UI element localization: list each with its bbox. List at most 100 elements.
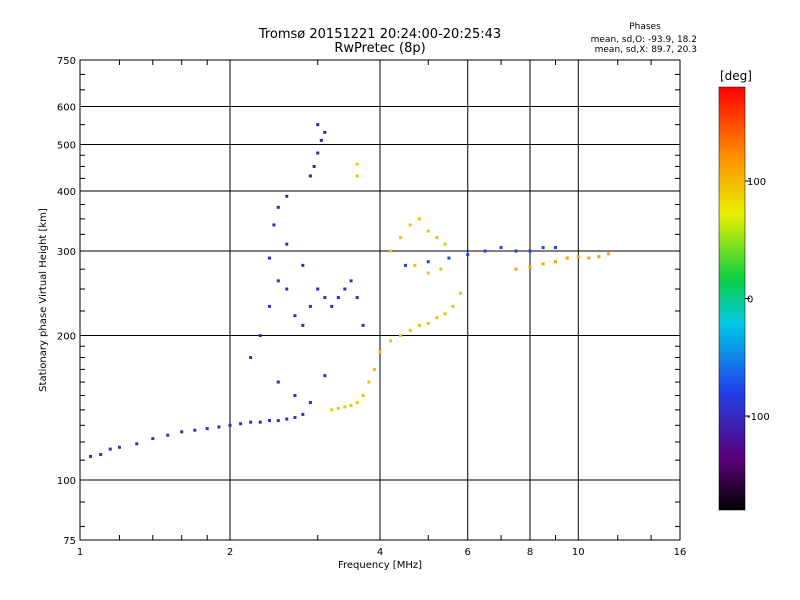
- scatter-point: [426, 260, 430, 264]
- scatter-point: [308, 304, 312, 308]
- scatter-point: [443, 312, 447, 316]
- scatter-point: [301, 263, 305, 267]
- colorbar-tick-label: 0: [747, 295, 753, 306]
- scatter-point: [439, 267, 443, 271]
- scatter-point: [466, 253, 470, 257]
- scatter-point: [308, 401, 312, 405]
- scatter-point: [528, 249, 532, 253]
- scatter-point: [285, 417, 289, 421]
- scatter-point: [330, 408, 334, 412]
- scatter-point: [276, 380, 280, 384]
- scatter-point: [99, 453, 103, 457]
- scatter-point: [435, 236, 439, 240]
- scatter-point: [343, 287, 347, 291]
- x-axis-label: Frequency [MHz]: [338, 560, 422, 571]
- scatter-point: [193, 428, 197, 432]
- x-tick-label: 4: [377, 547, 383, 558]
- scatter-point: [355, 296, 359, 300]
- scatter-point: [267, 304, 271, 308]
- phases-header: Phases: [629, 22, 661, 32]
- scatter-point: [108, 447, 112, 451]
- x-tick-labels: 1 2 4 6 8 10 16: [77, 547, 687, 558]
- scatter-point: [541, 262, 545, 266]
- y-tick-labels: 75 100 200 300 400 500 600 750: [57, 56, 76, 547]
- scatter-point: [312, 164, 316, 168]
- scatter-point: [355, 401, 359, 405]
- scatter-point: [587, 256, 591, 260]
- scatter-point: [323, 374, 327, 378]
- scatter-point: [258, 420, 262, 424]
- scatter-point: [514, 249, 518, 253]
- scatter-point: [293, 314, 297, 318]
- chart-subtitle: RwPretec (8p): [334, 41, 425, 56]
- x-tick-label: 1: [77, 547, 83, 558]
- y-tick-label: 600: [57, 103, 76, 114]
- scatter-point: [267, 256, 271, 260]
- y-tick-label: 500: [57, 141, 76, 152]
- scatter-point: [89, 454, 93, 458]
- y-tick-label: 300: [57, 247, 76, 258]
- scatter-point: [458, 291, 462, 295]
- scatter-point: [258, 334, 262, 338]
- scatter-point: [301, 412, 305, 416]
- colorbar-label: [deg]: [720, 69, 752, 83]
- scatter-point: [228, 423, 232, 427]
- axis-ticks: [80, 60, 680, 540]
- scatter-point: [276, 279, 280, 283]
- colorbar-tick-label: 100: [747, 177, 766, 188]
- scatter-point: [607, 252, 611, 256]
- phases-line-o: mean, sd,O: -93.9, 18.2: [591, 35, 697, 45]
- scatter-point: [285, 287, 289, 291]
- y-tick-label: 100: [57, 476, 76, 487]
- scatter-point: [319, 138, 323, 142]
- scatter-point: [276, 205, 280, 209]
- scatter-point: [166, 433, 170, 437]
- scatter-point: [373, 367, 377, 371]
- scatter-point: [355, 162, 359, 166]
- y-tick-label: 200: [57, 332, 76, 343]
- scatter-point: [367, 380, 371, 384]
- colorbar-ticks: 100 0 -100: [745, 177, 770, 423]
- scatter-point: [239, 422, 243, 426]
- scatter-point: [323, 296, 327, 300]
- scatter-point: [293, 394, 297, 398]
- scatter-point: [323, 130, 327, 134]
- phases-line-x: mean, sd,X: 89.7, 20.3: [595, 45, 697, 55]
- scatter-point: [217, 425, 221, 429]
- scatter-point: [361, 323, 365, 327]
- scatter-point: [553, 246, 557, 250]
- scatter-point: [316, 287, 320, 291]
- scatter-point: [355, 174, 359, 178]
- scatter-point: [378, 350, 382, 354]
- scatter-point: [389, 249, 393, 253]
- y-tick-label: 750: [57, 56, 76, 67]
- scatter-point: [514, 267, 518, 271]
- scatter-point: [426, 229, 430, 233]
- scatter-point: [361, 394, 365, 398]
- scatter-point: [443, 242, 447, 246]
- scatter-point: [426, 271, 430, 275]
- data-points: [89, 123, 611, 458]
- x-tick-label: 8: [527, 547, 533, 558]
- x-tick-label: 6: [465, 547, 471, 558]
- scatter-point: [399, 334, 403, 338]
- scatter-point: [330, 304, 334, 308]
- scatter-point: [180, 430, 184, 434]
- scatter-point: [447, 256, 451, 260]
- plot-frame: [79, 59, 681, 541]
- grid-lines: [80, 60, 680, 540]
- scatter-point: [249, 420, 253, 424]
- chart-title: Tromsø 20151221 20:24:00-20:25:43: [258, 27, 501, 42]
- scatter-point: [451, 304, 455, 308]
- scatter-point: [135, 442, 139, 446]
- y-axis-label: Stationary phase Virtual Height [km]: [38, 208, 49, 392]
- scatter-point: [267, 419, 271, 423]
- scatter-point: [399, 236, 403, 240]
- scatter-point: [403, 263, 407, 267]
- scatter-point: [483, 249, 487, 253]
- scatter-point: [249, 355, 253, 359]
- scatter-point: [553, 260, 557, 264]
- scatter-point: [499, 246, 503, 250]
- scatter-point: [336, 406, 340, 410]
